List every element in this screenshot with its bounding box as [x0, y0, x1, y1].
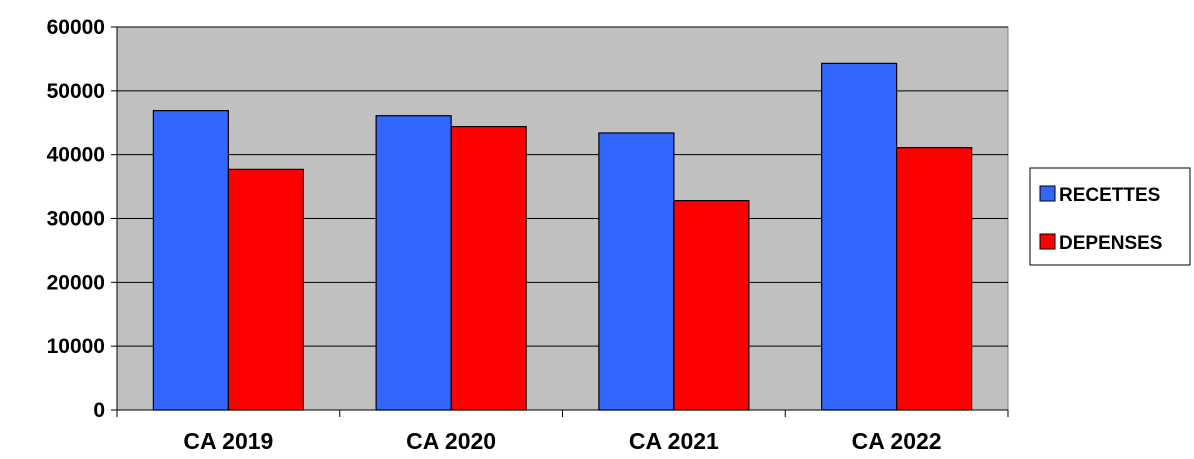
y-tick-label: 20000	[47, 271, 105, 294]
y-tick-labels: 0 10000 20000 30000 40000 50000 60000	[47, 16, 105, 422]
x-category-label: CA 2022	[852, 428, 942, 454]
bar-recettes-ca-2021	[599, 133, 674, 410]
x-category-labels: CA 2019 CA 2020 CA 2021 CA 2022	[183, 428, 941, 454]
x-category-label: CA 2019	[183, 428, 273, 454]
legend-swatch-recettes	[1040, 186, 1055, 201]
y-tick-label: 60000	[47, 16, 105, 39]
bar-depenses-ca-2019	[228, 169, 303, 410]
x-category-label: CA 2020	[406, 428, 496, 454]
y-tick-label: 40000	[47, 144, 105, 167]
bar-depenses-ca-2020	[451, 127, 526, 410]
bar-depenses-ca-2022	[897, 148, 972, 410]
y-tick-label: 0	[93, 399, 105, 422]
legend-swatch-depenses	[1040, 234, 1055, 249]
legend-label-recettes: RECETTES	[1059, 185, 1160, 206]
legend-label-depenses: DEPENSES	[1059, 233, 1162, 254]
x-category-label: CA 2021	[629, 428, 719, 454]
y-tick-label: 50000	[47, 80, 105, 103]
bar-depenses-ca-2021	[674, 201, 749, 410]
bar-recettes-ca-2022	[822, 63, 897, 410]
y-tick-label: 10000	[47, 335, 105, 358]
y-tick-label: 30000	[47, 208, 105, 231]
legend: RECETTES DEPENSES	[1030, 168, 1190, 265]
bar-recettes-ca-2019	[153, 111, 228, 410]
bar-recettes-ca-2020	[376, 116, 451, 410]
